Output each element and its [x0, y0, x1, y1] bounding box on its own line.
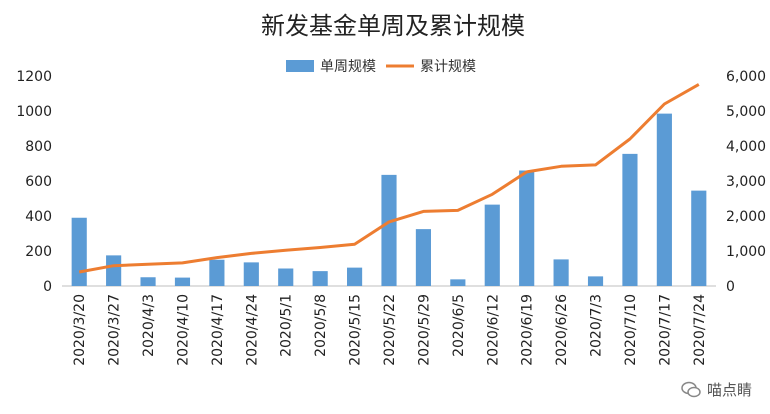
- y-left-tick-label: 200: [25, 244, 52, 260]
- x-tick-label: 2020/6/12: [485, 294, 501, 366]
- x-tick-label: 2020/5/15: [348, 294, 364, 366]
- bar: [450, 279, 466, 286]
- legend-label-line: 累计规模: [420, 59, 476, 75]
- y-right-tick-label: 5,000: [726, 104, 766, 120]
- y-right-tick-label: 3,000: [726, 174, 766, 190]
- y-right-tick-label: 6,000: [726, 69, 766, 85]
- y-left-tick-label: 1200: [16, 69, 52, 85]
- x-tick-label: 2020/6/19: [520, 294, 536, 366]
- x-tick-label: 2020/4/10: [176, 294, 192, 366]
- line-series-path: [78, 83, 700, 274]
- y-right-tick-label: 1,000: [726, 244, 766, 260]
- y-right-tick-label: 4,000: [726, 139, 766, 155]
- x-tick-label: 2020/6/26: [554, 294, 570, 366]
- bar: [415, 229, 431, 286]
- chart-title: 新发基金单周及累计规模: [261, 12, 525, 40]
- x-tick-label: 2020/7/17: [657, 294, 673, 366]
- bar: [174, 277, 191, 286]
- x-tick-label: 2020/5/29: [416, 294, 432, 366]
- legend-swatch-bar: [286, 60, 314, 72]
- y-left-tick-label: 0: [43, 279, 52, 295]
- bar: [106, 255, 122, 286]
- bar: [622, 153, 638, 286]
- x-tick-label: 2020/4/24: [244, 294, 260, 366]
- bar: [71, 217, 87, 286]
- bar: [553, 259, 569, 286]
- x-tick-labels: 2020/3/20 2020/3/27 2020/4/3 2020/4/10 2020/…: [72, 294, 708, 366]
- legend-label-bar: 单周规模: [320, 59, 376, 75]
- bar: [347, 267, 363, 286]
- bar: [381, 174, 397, 286]
- bar: [140, 277, 156, 286]
- cumulative-line: [78, 83, 700, 274]
- bar: [209, 259, 225, 286]
- x-tick-label: 2020/5/1: [279, 294, 295, 357]
- x-tick-label: 2020/7/10: [623, 294, 639, 366]
- bar: [312, 271, 328, 286]
- bar: [587, 276, 604, 286]
- watermark: 喵点睛: [681, 379, 752, 400]
- x-tick-label: 2020/7/24: [692, 294, 708, 366]
- x-tick-label: 2020/4/17: [210, 294, 226, 366]
- y-left-tick-label: 600: [25, 174, 52, 190]
- bar: [243, 262, 259, 286]
- watermark-text: 喵点睛: [706, 381, 752, 399]
- wechat-icon: [681, 381, 701, 399]
- bars: [71, 113, 707, 286]
- x-tick-label: 2020/5/8: [313, 294, 329, 357]
- bar: [484, 204, 500, 286]
- x-tick-label: 2020/7/3: [589, 294, 605, 357]
- bar: [519, 170, 535, 286]
- y-right-tick-label: 2,000: [726, 209, 766, 225]
- y-left-tick-label: 800: [25, 139, 52, 155]
- bar: [278, 268, 294, 286]
- y-left-tick-label: 1000: [16, 104, 52, 120]
- axes: 0 200 400 600 800 1000 1200 0 1,000 2,000 3,000 4,0…: [16, 69, 766, 295]
- x-tick-label: 2020/6/5: [451, 294, 467, 357]
- y-left-tick-label: 400: [25, 209, 52, 225]
- bar: [656, 113, 672, 286]
- x-tick-label: 2020/4/3: [141, 294, 157, 357]
- legend: 单周规模 累计规模: [286, 59, 476, 75]
- x-tick-label: 2020/3/20: [72, 294, 88, 366]
- x-tick-label: 2020/3/27: [107, 294, 123, 366]
- y-right-tick-label: 0: [726, 279, 735, 295]
- x-tick-label: 2020/5/22: [382, 294, 398, 366]
- bar: [691, 190, 707, 286]
